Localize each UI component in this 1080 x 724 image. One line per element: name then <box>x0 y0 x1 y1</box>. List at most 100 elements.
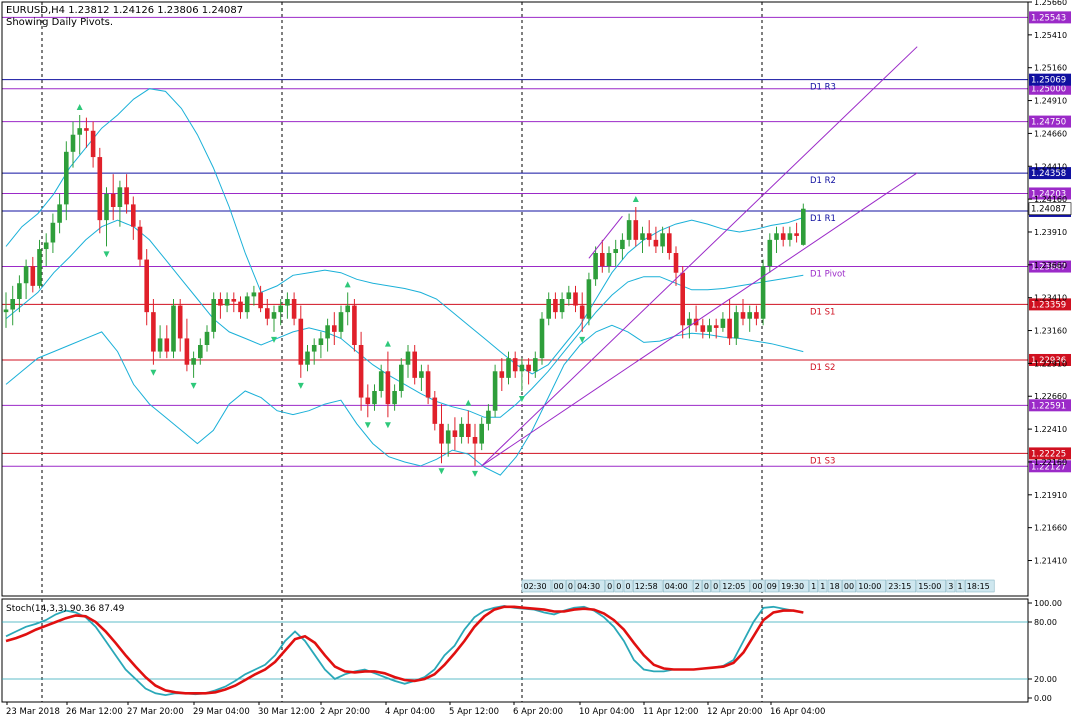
candle-body <box>492 371 498 411</box>
candle-body <box>10 299 15 310</box>
fractal-up-icon <box>384 340 391 347</box>
candle-body <box>224 299 230 306</box>
candle-body <box>278 305 283 313</box>
candle-body <box>151 312 156 352</box>
fractal-down-icon <box>438 468 445 475</box>
candle-body <box>171 305 176 352</box>
stoch-frame <box>1 598 1029 703</box>
time-mark: 00 <box>554 582 564 591</box>
candle-body <box>198 344 203 359</box>
time-mark-box <box>827 579 842 593</box>
time-mark-box <box>521 579 552 593</box>
price-tick-label: 1.24160 <box>1034 195 1067 204</box>
time-mark-box <box>809 579 819 593</box>
price-tag <box>1029 73 1071 86</box>
candle-body <box>620 239 625 250</box>
time-mark-box <box>750 579 765 593</box>
time-axis-label: 26 Mar 12:00 <box>66 707 123 717</box>
time-mark: 00 <box>844 582 854 591</box>
candle-body <box>754 312 759 319</box>
candle-body <box>707 325 712 332</box>
trend-channel-line <box>588 215 623 259</box>
fractal-down-icon <box>364 422 371 429</box>
time-axis-label: 30 Mar 12:00 <box>258 707 315 717</box>
time-mark: 0 <box>626 582 631 591</box>
candle-body <box>17 283 22 299</box>
trend-channel-line <box>481 172 918 467</box>
price-tick-label: 1.22160 <box>1034 458 1067 467</box>
time-mark: 0 <box>616 582 621 591</box>
candle-body <box>90 130 96 158</box>
candle-body <box>325 325 330 339</box>
time-mark: 10:00 <box>858 582 881 591</box>
price-tick-label: 1.25160 <box>1034 64 1067 73</box>
pivot-label: D1 R3 <box>810 83 836 93</box>
candle-body <box>774 233 779 240</box>
price-tag <box>1029 187 1071 200</box>
time-mark: 0 <box>704 582 709 591</box>
candle-body <box>137 226 143 260</box>
price-tick-label: 1.23660 <box>1034 261 1067 270</box>
time-mark-box <box>711 579 721 593</box>
price-tick-label: 1.25660 <box>1034 0 1067 7</box>
price-tag-label: 1.24750 <box>1031 118 1066 128</box>
candle-body <box>231 299 237 302</box>
candle-body <box>30 266 36 286</box>
candle-body <box>640 233 645 240</box>
fractal-up-icon <box>632 196 639 203</box>
time-axis-label: 10 Apr 04:00 <box>579 707 634 717</box>
candle-body <box>218 299 223 306</box>
fractal-down-icon <box>579 336 586 343</box>
price-tag <box>1029 353 1071 366</box>
candle-body <box>57 204 62 223</box>
time-mark: 12:05 <box>722 582 745 591</box>
candle-body <box>77 128 82 135</box>
time-axis-label: 4 Apr 04:00 <box>385 707 435 717</box>
fractal-down-icon <box>150 369 157 376</box>
price-tag-label: 1.24203 <box>1031 189 1066 199</box>
fractal-down-icon <box>271 336 277 343</box>
time-mark-box <box>955 579 965 593</box>
candle-body <box>687 318 692 326</box>
time-mark-box <box>779 579 809 593</box>
candle-body <box>660 233 665 247</box>
time-mark: 1 <box>820 582 825 591</box>
current-price-label: 1.24087 <box>1031 205 1066 215</box>
candle-body <box>291 299 297 319</box>
candle-body <box>593 253 598 280</box>
time-axis-label: 11 Apr 12:00 <box>643 707 698 717</box>
candle-body <box>285 299 290 306</box>
price-frame <box>1 1 1029 597</box>
candle-body <box>466 423 471 437</box>
price-tick-label: 1.21660 <box>1034 524 1067 533</box>
candle-body <box>258 292 263 309</box>
candle-body <box>653 239 659 247</box>
candle-body <box>546 299 551 319</box>
pivot-label: D1 S3 <box>810 456 835 466</box>
candle-body <box>177 305 183 339</box>
price-tag-label: 1.25069 <box>1031 76 1066 86</box>
price-tick-label: 1.22410 <box>1034 425 1067 434</box>
time-mark-box <box>575 579 605 593</box>
time-mark-box <box>632 579 663 593</box>
fractal-down-icon <box>297 382 304 389</box>
candle-body <box>499 371 505 378</box>
candle-body <box>519 364 525 372</box>
time-mark-box <box>605 579 615 593</box>
bollinger-lower <box>5 324 804 476</box>
candle-body <box>211 299 216 332</box>
price-tag-label: 1.22936 <box>1031 356 1066 366</box>
time-mark: 19:30 <box>781 582 804 591</box>
price-tick-label: 1.24410 <box>1034 162 1067 171</box>
price-tick-label: 1.22910 <box>1034 359 1067 368</box>
candle-body <box>144 259 149 313</box>
candle-body <box>566 292 572 299</box>
stoch-tick-label: 100.00 <box>1034 599 1062 608</box>
candle-body <box>801 208 806 245</box>
time-mark-box <box>720 579 751 593</box>
time-axis-label: 6 Apr 20:00 <box>513 707 563 717</box>
time-mark-box <box>856 579 887 593</box>
price-tag-label: 1.25000 <box>1031 85 1066 95</box>
time-mark: 1 <box>958 582 963 591</box>
